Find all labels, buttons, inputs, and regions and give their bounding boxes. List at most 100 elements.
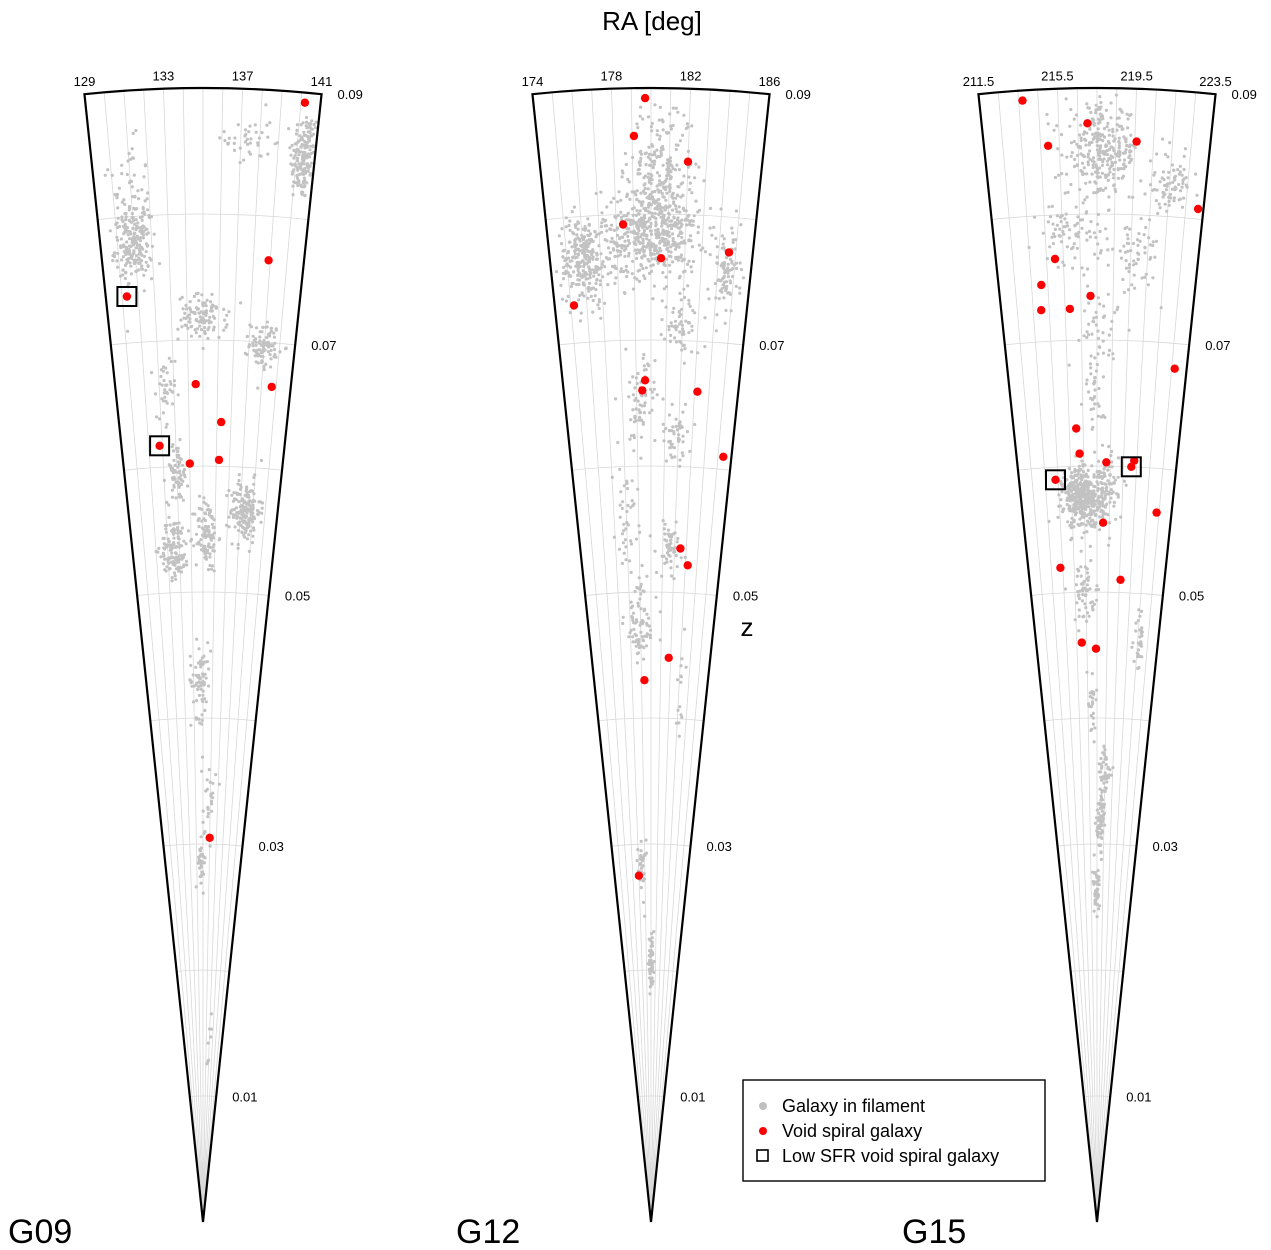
filament-galaxy-point (678, 339, 682, 344)
filament-galaxy-point (235, 510, 239, 515)
filament-galaxy-point (1182, 196, 1186, 200)
filament-galaxy-point (676, 222, 680, 226)
filament-galaxy-point (731, 238, 735, 242)
filament-galaxy-point (127, 249, 131, 253)
filament-galaxy-point (639, 854, 643, 858)
filament-galaxy-point (690, 270, 694, 274)
filament-galaxy-point (1094, 521, 1098, 525)
filament-galaxy-point (688, 220, 692, 224)
filament-galaxy-point (1091, 711, 1095, 715)
filament-galaxy-point (686, 149, 691, 153)
filament-galaxy-point (639, 886, 643, 890)
filament-galaxy-point (1123, 226, 1127, 231)
filament-galaxy-point (246, 142, 250, 146)
filament-galaxy-point (1113, 152, 1117, 156)
filament-galaxy-point (620, 169, 624, 173)
filament-galaxy-point (306, 152, 310, 156)
filament-galaxy-point (266, 152, 270, 156)
filament-galaxy-point (240, 531, 244, 535)
filament-galaxy-point (115, 259, 119, 263)
filament-galaxy-point (629, 218, 634, 222)
filament-galaxy-point (252, 492, 256, 496)
filament-galaxy-point (1072, 164, 1077, 169)
filament-galaxy-point (1091, 132, 1095, 136)
filament-galaxy-point (1119, 515, 1123, 519)
filament-galaxy-point (1111, 130, 1115, 134)
filament-galaxy-point (658, 638, 662, 642)
filament-galaxy-point (1081, 132, 1086, 136)
filament-galaxy-point (302, 153, 306, 157)
filament-galaxy-point (661, 206, 666, 210)
filament-galaxy-point (1075, 221, 1079, 225)
filament-galaxy-point (660, 209, 664, 213)
filament-galaxy-point (129, 157, 133, 161)
filament-galaxy-point (201, 346, 205, 351)
filament-galaxy-point (1079, 138, 1083, 143)
filament-galaxy-point (306, 134, 310, 139)
filament-galaxy-point (252, 475, 256, 480)
filament-galaxy-point (1143, 192, 1147, 196)
filament-galaxy-point (261, 355, 265, 359)
filament-galaxy-point (628, 197, 632, 201)
filament-galaxy-point (163, 568, 167, 572)
filament-galaxy-point (638, 209, 642, 213)
filament-galaxy-point (210, 564, 215, 568)
filament-galaxy-point (236, 542, 240, 547)
filament-galaxy-point (1139, 609, 1144, 614)
filament-galaxy-point (1076, 567, 1080, 572)
filament-galaxy-point (642, 353, 646, 357)
filament-galaxy-point (631, 635, 635, 639)
filament-galaxy-point (178, 438, 182, 442)
filament-galaxy-point (209, 1012, 213, 1016)
filament-galaxy-point (206, 544, 210, 548)
filament-galaxy-point (1096, 329, 1100, 333)
filament-galaxy-point (1103, 474, 1107, 478)
filament-galaxy-point (1092, 407, 1096, 411)
filament-galaxy-point (1046, 220, 1050, 224)
filament-galaxy-point (1105, 489, 1109, 493)
filament-galaxy-point (631, 618, 635, 622)
filament-galaxy-point (1094, 191, 1098, 195)
filament-galaxy-point (202, 500, 206, 504)
filament-galaxy-point (1117, 136, 1121, 140)
filament-galaxy-point (1182, 167, 1186, 172)
filament-galaxy-point (677, 276, 682, 280)
filament-galaxy-point (106, 168, 110, 172)
filament-galaxy-point (204, 528, 208, 533)
filament-galaxy-point (665, 191, 669, 195)
filament-galaxy-point (1113, 310, 1117, 315)
filament-galaxy-point (1088, 126, 1092, 130)
filament-galaxy-point (652, 242, 656, 246)
filament-galaxy-point (648, 633, 653, 638)
filament-galaxy-point (597, 300, 602, 304)
filament-galaxy-point (1079, 522, 1083, 527)
filament-galaxy-point (1081, 485, 1085, 489)
filament-galaxy-point (173, 359, 177, 363)
filament-galaxy-point (632, 420, 637, 424)
filament-galaxy-point (625, 486, 630, 491)
filament-galaxy-point (133, 259, 137, 264)
filament-galaxy-point (1092, 473, 1096, 477)
filament-galaxy-point (1148, 183, 1153, 187)
filament-galaxy-point (209, 1035, 213, 1039)
filament-galaxy-point (1077, 596, 1081, 601)
filament-galaxy-point (1124, 483, 1128, 487)
filament-galaxy-point (1095, 915, 1099, 919)
filament-galaxy-point (1139, 179, 1143, 183)
filament-galaxy-point (661, 181, 665, 185)
filament-galaxy-point (661, 422, 665, 426)
filament-galaxy-point (188, 317, 192, 321)
filament-galaxy-point (1084, 593, 1088, 597)
filament-galaxy-point (1077, 614, 1081, 619)
grid-z-arc (1004, 339, 1190, 346)
filament-galaxy-point (236, 123, 240, 127)
filament-galaxy-point (1117, 141, 1121, 145)
filament-galaxy-point (1072, 139, 1076, 144)
filament-galaxy-point (616, 200, 620, 204)
filament-galaxy-point (1103, 482, 1107, 486)
filament-galaxy-point (180, 526, 184, 530)
filament-galaxy-point (185, 563, 189, 567)
filament-galaxy-point (678, 322, 682, 326)
filament-galaxy-point (1090, 672, 1094, 676)
filament-galaxy-point (1124, 140, 1128, 144)
